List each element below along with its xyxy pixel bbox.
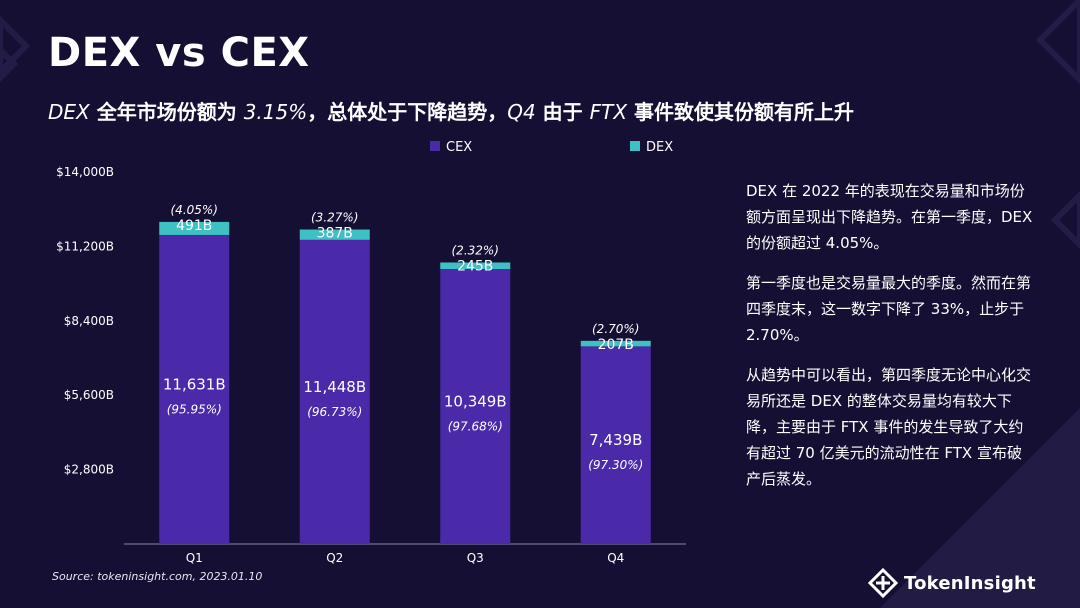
legend-swatch <box>630 141 640 151</box>
x-tick-label: Q4 <box>607 551 624 565</box>
share-label-dex: (3.27%) <box>311 211 358 225</box>
subtitle-part: 事件致使其份额有所上升 <box>627 100 855 124</box>
subtitle-part: Q4 <box>507 100 536 124</box>
data-label-dex: 387B <box>317 226 353 242</box>
subtitle-part: 由于 <box>535 100 590 124</box>
subtitle-part: FTX <box>589 100 628 124</box>
data-label-dex: 245B <box>457 259 493 275</box>
tokeninsight-logo-icon <box>868 568 898 598</box>
y-tick-label: $2,800B <box>64 463 114 477</box>
share-label-dex: (4.05%) <box>171 203 218 217</box>
page-title: DEX vs CEX <box>48 30 310 76</box>
subtitle-part: 全年市场份额为 <box>89 100 244 124</box>
subtitle-part: DEX <box>48 100 90 124</box>
legend-label: CEX <box>446 140 472 155</box>
x-tick-label: Q2 <box>326 551 343 565</box>
bar-dex <box>159 221 230 235</box>
commentary-paragraph: DEX 在 2022 年的表现在交易量和市场份额方面呈现出下降趋势。在第一季度，… <box>746 182 1033 252</box>
share-label-cex: (97.68%) <box>448 420 503 434</box>
share-label-cex: (96.73%) <box>307 405 362 419</box>
legend-label: DEX <box>646 140 673 155</box>
data-label-cex: 11,631B <box>163 375 226 393</box>
bar-dex <box>440 262 511 270</box>
share-label-cex: (97.30%) <box>588 458 643 472</box>
subtitle-part: 3.15% <box>243 100 308 124</box>
x-tick-label: Q1 <box>186 551 203 565</box>
y-tick-label: $5,600B <box>64 388 114 402</box>
bar-dex <box>299 229 370 240</box>
brand-name: TokenInsight <box>904 572 1036 594</box>
share-label-cex: (95.95%) <box>167 402 222 416</box>
data-label-cex: 10,349B <box>444 393 507 411</box>
bar-cex <box>440 269 511 544</box>
y-tick-label: $14,000B <box>56 165 114 179</box>
subtitle-part: ，总体处于下降趋势， <box>307 100 508 124</box>
commentary: DEX 在 2022 年的表现在交易量和市场份额方面呈现出下降趋势。在第一季度，… <box>746 178 1036 506</box>
data-label-cex: 11,448B <box>303 378 366 396</box>
share-label-dex: (2.32%) <box>452 244 499 258</box>
data-label-cex: 7,439B <box>589 431 642 449</box>
data-label-dex: 207B <box>598 337 634 353</box>
y-tick-label: $11,200B <box>56 239 114 253</box>
x-tick-label: Q3 <box>467 551 484 565</box>
bar-cex <box>580 346 651 544</box>
commentary-paragraph: 从趋势中可以看出，第四季度无论中心化交易所还是 DEX 的整体交易量均有较大下降… <box>746 366 1032 488</box>
brand-logo: TokenInsight <box>868 568 1036 598</box>
bar-cex <box>299 239 370 544</box>
bar-cex <box>159 234 230 545</box>
data-label-dex: 491B <box>176 218 212 234</box>
share-label-dex: (2.70%) <box>592 322 639 336</box>
page-subtitle: DEX 全年市场份额为 3.15%，总体处于下降趋势，Q4 由于 FTX 事件致… <box>48 96 854 125</box>
commentary-paragraph: 第一季度也是交易量最大的季度。然而在第四季度末，这一数字下降了 33%，止步于 … <box>746 274 1032 344</box>
legend-swatch <box>430 141 440 151</box>
bar-dex <box>580 340 651 347</box>
source-note: Source: tokeninsight.com, 2023.01.10 <box>52 570 263 583</box>
y-tick-label: $8,400B <box>64 314 114 328</box>
